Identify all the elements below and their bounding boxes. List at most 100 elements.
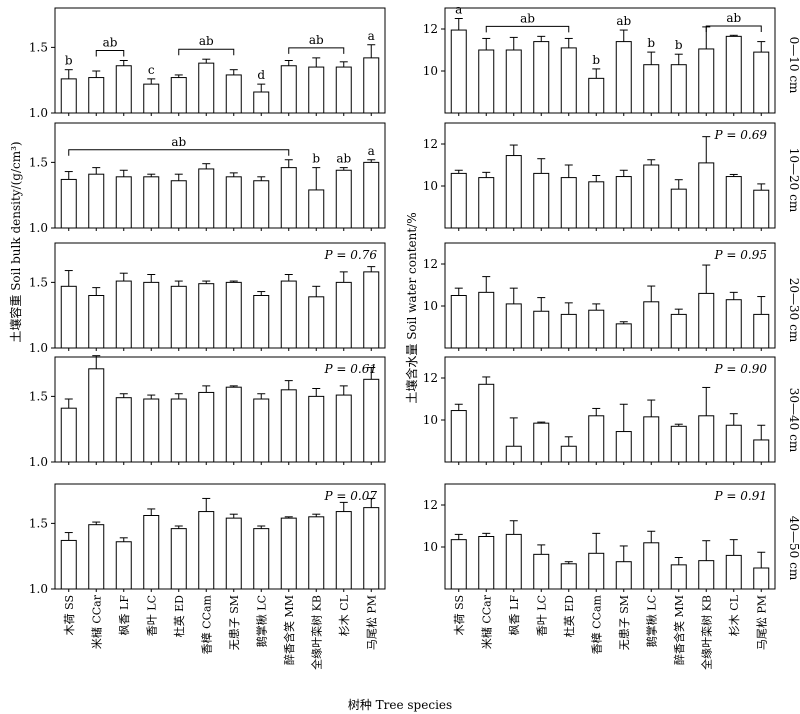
bar [253, 295, 270, 349]
bar [725, 554, 742, 590]
bar [753, 439, 770, 463]
bar [253, 91, 270, 114]
bar [450, 539, 467, 590]
bar [698, 162, 715, 229]
bar [170, 285, 187, 349]
p-value: P = 0.95 [714, 248, 767, 262]
species-label-left-6: 无患子 SM [228, 595, 241, 650]
significance-letter: b [65, 54, 73, 68]
y-tick-label: 1.0 [29, 582, 48, 596]
bar [670, 188, 687, 229]
bar [643, 64, 660, 114]
depth-label-4: 40—50 cm [787, 516, 800, 581]
bar [615, 41, 632, 114]
bar [533, 310, 550, 349]
species-label-right-3: 香叶 LC [535, 595, 548, 636]
species-label-right-4: 杜英 ED [562, 595, 576, 638]
species-label-left-11: 马尾松 PM [364, 595, 378, 650]
y-tick-label: 1.5 [29, 275, 48, 289]
species-label-right-5: 香樟 CCam [589, 594, 603, 654]
bar [225, 176, 242, 229]
significance-letter: c [148, 63, 155, 77]
species-label-left-3: 香叶 LC [145, 595, 158, 636]
bar [198, 391, 215, 463]
bar [363, 161, 380, 229]
panel-frame [444, 356, 776, 463]
bar [505, 445, 522, 463]
panel-frame [54, 356, 386, 463]
panel-bulk-density-30-40: 1.0 1.5 P = 0.61 [29, 355, 386, 469]
bar [253, 180, 270, 229]
bar [170, 180, 187, 229]
bar [143, 515, 160, 590]
bar [560, 563, 577, 590]
bar [225, 517, 242, 590]
bar [170, 528, 187, 590]
species-label-left-7: 鹅掌楸 LC [254, 595, 268, 647]
y-tick-label: 12 [423, 22, 438, 36]
bar [478, 383, 495, 463]
bar [643, 164, 660, 229]
bar [615, 561, 632, 590]
significance-letter: ab [616, 14, 631, 28]
panel-water-content-10-20: 10 12 P = 0.69 [423, 122, 776, 231]
y-tick-label: 10 [423, 179, 438, 193]
panel-frame [54, 122, 386, 229]
y-tick-label: 1.0 [29, 455, 48, 469]
bar [60, 285, 77, 349]
bar [335, 511, 352, 590]
bar [725, 424, 742, 463]
y-tick-label: 10 [423, 64, 438, 78]
bar [88, 368, 105, 463]
y-tick-label: 10 [423, 540, 438, 554]
y-tick-label: 1.5 [29, 516, 48, 530]
bar [588, 309, 605, 349]
bar [170, 398, 187, 463]
depth-label-0: 0—10 cm [787, 37, 800, 94]
significance-letter: b [647, 36, 655, 50]
bar [253, 398, 270, 463]
bar [308, 189, 325, 229]
species-label-left-1: 米槠 CCar [89, 594, 103, 649]
bar [280, 280, 297, 349]
y-tick-label: 1.5 [29, 155, 48, 169]
species-label-right-0: 木荷 SS [453, 595, 466, 635]
bar [225, 386, 242, 463]
bar [335, 394, 352, 463]
bar [670, 564, 687, 590]
species-label-right-9: 全缘叶栾树 KB [699, 595, 713, 670]
p-value: P = 0.90 [714, 362, 768, 376]
bar [143, 398, 160, 463]
x-axis-title: 树种 Tree species [348, 697, 452, 712]
bar [363, 271, 380, 349]
bar [115, 541, 132, 590]
bracket-letter: ab [309, 33, 324, 47]
panel-bulk-density-0-10: 1.0 1.5 b c d a ab ab ab [29, 7, 386, 120]
bar [60, 539, 77, 590]
bar [643, 301, 660, 349]
bar [588, 415, 605, 463]
bar [198, 62, 215, 114]
panel-frame [444, 122, 776, 229]
species-label-left-0: 木荷 SS [63, 595, 76, 635]
bar [280, 65, 297, 114]
p-value: P = 0.91 [714, 489, 767, 503]
significance-bracket [705, 25, 762, 32]
bar [60, 178, 77, 229]
bar [253, 528, 270, 590]
bar [505, 155, 522, 229]
significance-letter: b [312, 152, 320, 166]
bracket-letter: ab [199, 34, 214, 48]
bar [450, 295, 467, 349]
y-tick-label: 10 [423, 299, 438, 313]
p-value: P = 0.07 [324, 489, 378, 503]
significance-letter: a [455, 3, 462, 17]
y-tick-label: 10 [423, 413, 438, 427]
bracket-letter: ab [520, 11, 535, 25]
panel-bulk-density-20-30: 1.0 1.5 P = 0.76 [29, 242, 386, 355]
bar [588, 77, 605, 114]
bar [280, 389, 297, 463]
bar [753, 189, 770, 229]
bar [615, 176, 632, 229]
y-axis-title-right: 土壤含水量 Soil water content/% [404, 212, 419, 403]
